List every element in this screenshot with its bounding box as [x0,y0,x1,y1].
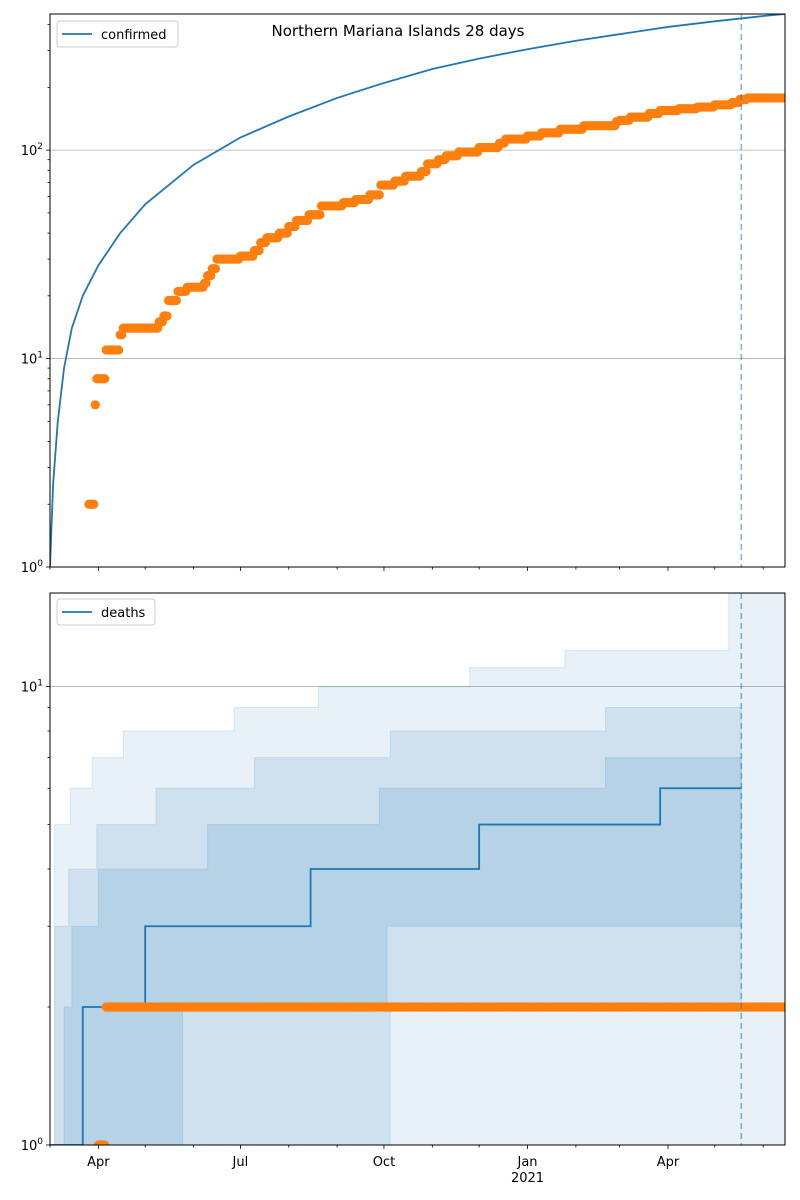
deaths-panel: 100 101 Apr Jul Oct Jan Apr 2021 deaths [21,592,786,1186]
deaths-x-ticks: Apr Jul Oct Jan Apr 2021 [49,1145,764,1186]
deaths-observed-point [780,1002,785,1012]
deaths-legend-label: deaths [101,606,146,621]
deaths-y-tick-label: 101 [21,679,43,696]
confirmed-observed-point [206,271,216,281]
deaths-observed-point [100,1140,110,1145]
deaths-legend: deaths [56,598,156,626]
confirmed-observed-point [780,93,785,103]
confirmed-observed-point [114,345,124,355]
confirmed-observed-point [100,374,110,384]
confirmed-model-line [50,14,785,567]
confirmed-x-ticks [49,567,764,571]
confirmed-legend-label: confirmed [101,28,167,43]
confirmed-gridlines [50,149,785,359]
deaths-model-step-line [50,787,742,1145]
confirmed-observed-point [89,499,99,509]
deaths-y-ticks: 100 101 [21,679,50,1154]
deaths-legend-box [56,598,156,626]
deaths-x-tick-label: Jan [516,1155,537,1170]
confirmed-observed-point [162,311,172,321]
deaths-x-tick-label: Jul [232,1155,249,1170]
confirmed-legend-box [56,20,179,48]
deaths-y-tick-label: 100 [21,1137,44,1154]
confirmed-panel: 100 101 102 Northern Mariana Islands 28 da… [21,13,786,576]
confirmed-observed-point [210,264,221,274]
deaths-plot-area [50,593,785,1145]
deaths-x-tick-label: Oct [373,1155,395,1170]
confirmed-observed-point [201,278,211,288]
deaths-x-tick-label: Apr [657,1155,680,1170]
confirmed-axes-frame [49,13,786,568]
confirmed-y-tick-label: 102 [21,142,43,159]
confirmed-observed-point [421,166,431,177]
deaths-x-year-label: 2021 [511,1171,544,1186]
figure-title: Northern Mariana Islands 28 days [272,22,525,40]
confirmed-legend: confirmed [56,20,179,48]
confirmed-observed-point [254,245,264,256]
confirmed-observed-point [171,295,182,306]
confirmed-y-tick-label: 101 [21,351,43,368]
confirmed-y-tick-label: 100 [21,559,44,576]
deaths-x-tick-label: Apr [87,1155,110,1170]
confirmed-plot-area [50,14,785,567]
confirmed-y-ticks: 100 101 102 [21,24,50,576]
confirmed-observed-point [315,210,325,220]
confirmed-observed-point [374,190,384,200]
confirmed-observed-point [90,400,100,410]
